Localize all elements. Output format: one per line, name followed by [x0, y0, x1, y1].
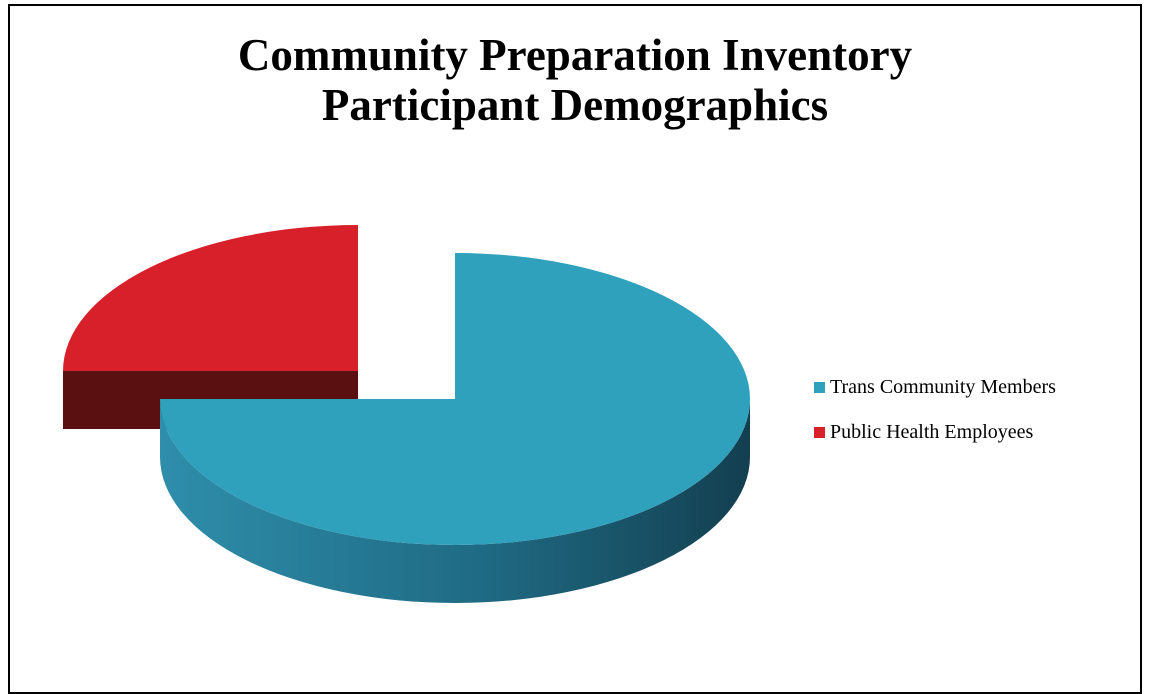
chart-title-line-2: Participant Demographics — [321, 80, 829, 130]
legend-swatch-public-health-employees — [814, 426, 825, 438]
legend-item-trans-community-members: Trans Community Members — [814, 374, 1056, 400]
legend-swatch-trans-community-members — [814, 381, 825, 393]
slice-side-trans-community-members — [160, 399, 750, 603]
chart-title-line-1: Community Preparation Inventory — [237, 30, 913, 80]
legend-label-trans-community-members: Trans Community Members — [830, 375, 1056, 398]
legend-item-public-health-employees: Public Health Employees — [814, 419, 1056, 445]
pie-slices — [63, 225, 750, 603]
legend: Trans Community Members Public Health Em… — [814, 374, 1056, 464]
pie-slice-trans-community-members — [160, 253, 750, 545]
pie-slice-public-health-employees — [63, 225, 358, 371]
chart-title: Community Preparation Inventory Particip… — [8, 30, 1142, 130]
legend-label-public-health-employees: Public Health Employees — [830, 420, 1034, 443]
pie-chart — [63, 225, 750, 603]
